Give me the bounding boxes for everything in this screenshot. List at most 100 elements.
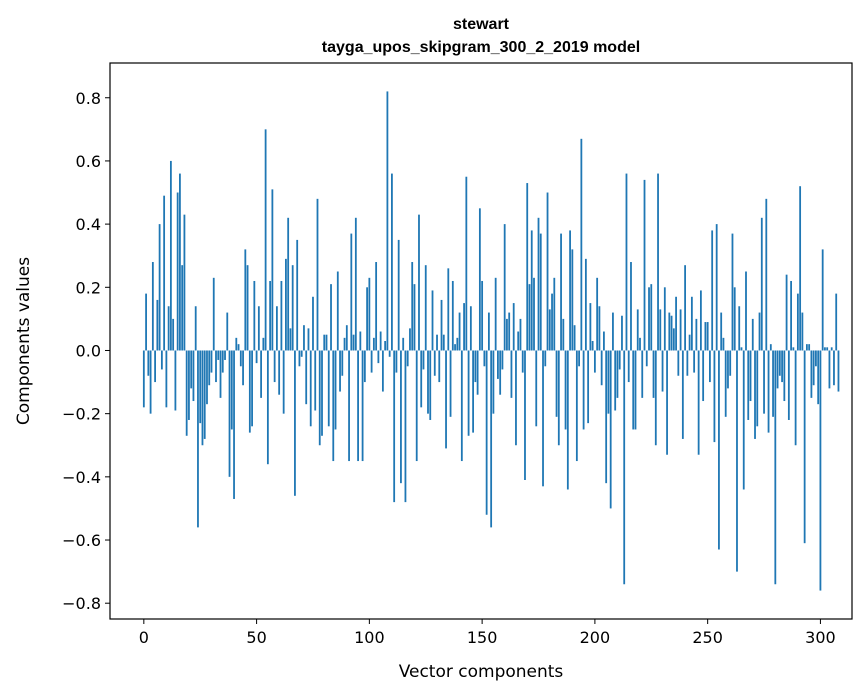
bar-component-38 [228,350,231,477]
x-tick-label: 300 [805,628,836,647]
bar-component-18 [183,214,186,351]
bar-component-22 [192,350,195,402]
bar-component-16 [179,173,181,351]
bar-component-37 [226,312,229,351]
bar-component-8 [160,350,163,370]
bar-component-45 [244,249,247,351]
bar-component-33 [217,350,220,360]
bar-component-214 [625,173,628,351]
bar-component-217 [632,350,635,430]
bar-component-178 [544,350,547,367]
bar-component-74 [309,350,312,427]
bar-component-293 [803,350,806,544]
y-tick-label: −0.4 [62,468,101,487]
bar-component-104 [377,350,380,364]
bar-component-117 [406,350,409,367]
bar-component-211 [618,350,621,370]
bar-component-60 [278,350,281,395]
bar-component-9 [163,195,166,351]
bar-component-66 [291,265,294,351]
bar-component-229 [659,309,662,351]
bar-component-203 [600,350,603,386]
bar-component-68 [296,239,299,351]
bar-component-236 [675,296,677,351]
bar-component-27 [203,350,206,439]
bar-component-86 [336,271,339,351]
bar-component-158 [499,350,502,395]
bar-component-105 [379,331,382,351]
bar-component-59 [275,306,278,351]
bar-component-39 [230,350,233,430]
bar-component-275 [763,350,765,414]
bar-component-48 [251,350,253,427]
bar-component-286 [787,350,790,420]
bar-component-24 [197,350,199,528]
bar-component-226 [652,350,655,398]
bar-component-245 [695,318,698,351]
y-tick-label: 0.8 [76,89,101,108]
bar-component-273 [758,312,761,351]
bar-component-265 [740,347,743,351]
bar-component-238 [679,309,682,351]
bar-component-82 [327,350,330,427]
bar-component-252 [711,230,714,351]
bar-component-26 [201,350,204,446]
bar-component-127 [429,350,432,420]
bar-component-207 [609,350,612,509]
bar-component-51 [257,306,260,351]
chart-title: stewart [453,16,510,33]
bar-component-10 [165,350,168,408]
bar-component-172 [530,230,533,351]
bar-component-133 [442,334,445,351]
bar-component-146 [472,350,474,433]
bar-component-98 [363,350,366,383]
bar-component-49 [253,280,256,351]
bar-component-159 [501,350,504,370]
bar-component-4 [151,262,154,351]
bar-component-284 [783,350,786,402]
bar-component-101 [370,350,373,373]
bar-component-43 [239,350,242,367]
bar-component-71 [303,325,305,351]
bar-component-7 [158,224,161,351]
bar-component-222 [643,179,646,351]
bar-component-12 [169,160,172,351]
bar-component-231 [663,287,666,351]
bar-component-114 [400,350,402,484]
bar-component-197 [587,350,590,424]
bar-component-200 [593,350,596,373]
y-tick-label: 0.4 [76,215,101,234]
bar-component-136 [449,350,452,417]
x-tick-label: 150 [467,628,498,647]
bar-component-183 [555,350,558,417]
bar-component-32 [215,350,217,383]
bar-component-241 [686,350,689,376]
bar-component-271 [754,350,756,439]
bar-component-162 [508,312,511,351]
bar-component-269 [749,350,752,402]
bar-component-100 [368,277,371,351]
bar-component-120 [413,284,416,351]
bar-component-55 [266,350,269,465]
bar-component-118 [409,328,411,351]
bar-component-251 [709,350,711,383]
y-tick-label: −0.8 [62,594,101,613]
bar-component-144 [467,350,470,436]
bar-component-28 [206,350,208,405]
bar-component-149 [478,208,481,351]
bar-component-268 [747,350,750,420]
bar-component-81 [325,334,328,351]
bar-component-14 [174,350,177,411]
bar-component-218 [634,350,637,430]
bar-component-281 [776,350,779,389]
bar-component-130 [436,334,438,351]
x-tick-label: 200 [580,628,611,647]
bar-component-46 [246,265,249,351]
bar-component-3 [149,350,152,414]
bar-component-138 [454,344,456,351]
bar-component-23 [194,306,197,351]
chart-subtitle: tayga_upos_skipgram_300_2_2019 model [322,39,640,56]
bar-component-121 [415,350,418,462]
